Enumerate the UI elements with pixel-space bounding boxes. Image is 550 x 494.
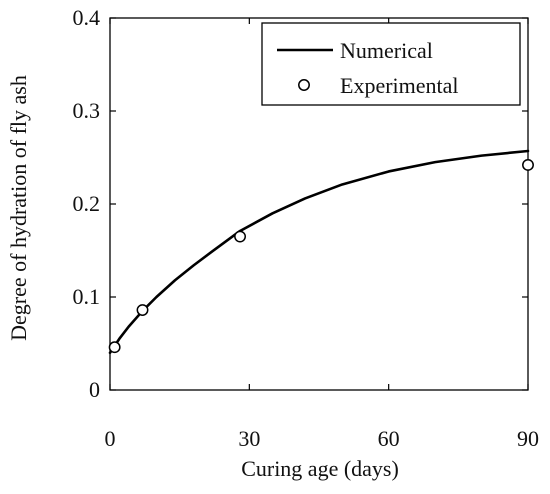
legend: Numerical Experimental: [261, 22, 521, 106]
y-tick-label: 0: [89, 377, 100, 402]
y-tick-label: 0.4: [73, 5, 101, 30]
experimental-point: [136, 304, 149, 316]
x-tick-label: 60: [378, 426, 400, 451]
x-axis-label: Curing age (days): [241, 456, 399, 481]
y-tick-label: 0.3: [73, 98, 101, 123]
experimental-point: [522, 158, 534, 171]
legend-box: [261, 22, 521, 106]
experimental-point: [108, 341, 121, 354]
x-tick-label: 90: [517, 426, 539, 451]
legend-experimental-marker: [298, 79, 310, 91]
legend-experimental-label: Experimental: [340, 73, 459, 98]
x-tick-label: 0: [105, 426, 116, 451]
experimental-point: [234, 230, 246, 243]
legend-numerical-label: Numerical: [340, 38, 433, 63]
numerical-series-line: [108, 149, 530, 355]
y-tick-label: 0.1: [73, 284, 101, 309]
x-tick-label: 30: [238, 426, 260, 451]
y-axis-label: Degree of hydration of fly ash: [6, 75, 31, 341]
y-tick-label: 0.2: [73, 191, 101, 216]
